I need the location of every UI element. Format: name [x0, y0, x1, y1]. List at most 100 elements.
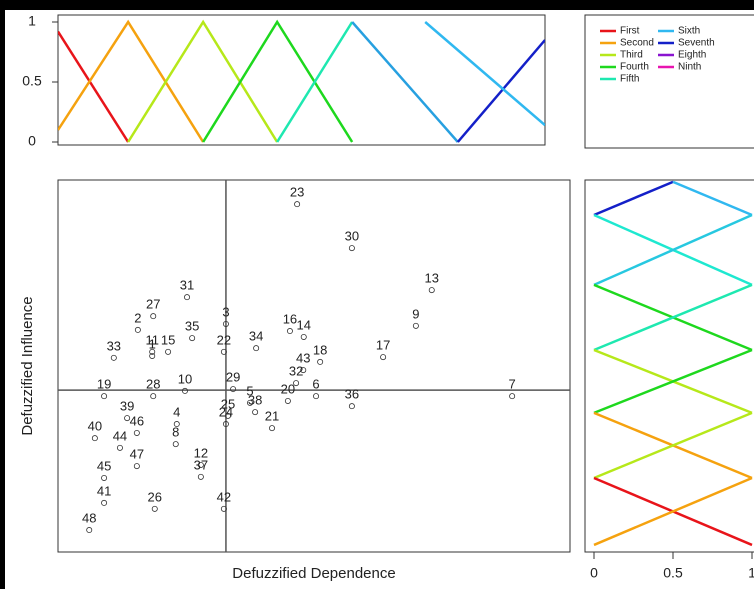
point-label: 44	[113, 428, 127, 443]
point-label: 45	[97, 458, 111, 473]
point	[124, 415, 131, 422]
plot-background	[5, 10, 754, 589]
point-label: 9	[412, 306, 419, 321]
point-label: 1	[149, 336, 156, 351]
membership-line	[672, 180, 753, 217]
point-label: 4	[173, 404, 180, 419]
membership-line	[58, 30, 130, 143]
membership-line	[593, 476, 753, 547]
point	[150, 393, 157, 400]
point-label: 7	[509, 377, 516, 392]
point-label: 43	[296, 351, 310, 366]
point-label: 29	[226, 370, 240, 385]
point-label: 23	[290, 185, 304, 200]
top-panel-frame	[57, 14, 546, 146]
x-tick-label: 0	[590, 565, 598, 581]
point-label: 12	[194, 445, 208, 460]
point-label: 13	[425, 271, 439, 286]
legend-label: First	[620, 26, 640, 37]
point-label: 16	[283, 311, 297, 326]
point-label: 24	[219, 404, 233, 419]
point-label: 27	[146, 297, 160, 312]
point-label: 21	[265, 409, 279, 424]
point-label: 28	[146, 377, 160, 392]
point-label: 11	[145, 332, 159, 347]
point	[412, 322, 419, 329]
point-label: 19	[97, 377, 111, 392]
legend-label: Ninth	[678, 62, 701, 73]
point	[149, 352, 156, 359]
point-label: 30	[345, 229, 359, 244]
point-label: 2	[134, 310, 141, 325]
point	[380, 354, 387, 361]
point	[101, 499, 108, 506]
x-axis-label: Defuzzified Dependence	[232, 565, 395, 582]
point	[181, 387, 188, 394]
point	[313, 393, 320, 400]
plot-area	[593, 180, 753, 547]
membership-line	[276, 21, 354, 143]
point	[116, 444, 123, 451]
legend-label: Fourth	[620, 62, 649, 73]
point-label: 40	[88, 419, 102, 434]
point-label: 35	[185, 319, 199, 334]
point-label: 46	[130, 413, 144, 428]
point	[91, 435, 98, 442]
point-label: 34	[249, 329, 263, 344]
point-label: 17	[376, 338, 390, 353]
point-label: 33	[107, 338, 121, 353]
point	[284, 397, 291, 404]
point-label: 25	[221, 396, 235, 411]
point-label: 48	[82, 510, 96, 525]
point	[220, 505, 227, 512]
point	[197, 473, 204, 480]
point	[86, 527, 93, 534]
point	[197, 461, 204, 468]
membership-line	[127, 19, 279, 143]
point	[224, 412, 231, 419]
membership-line	[424, 21, 545, 127]
point	[294, 201, 301, 208]
point	[149, 348, 156, 355]
point	[300, 367, 307, 374]
point-label: 47	[130, 447, 144, 462]
point-label: 37	[194, 457, 208, 472]
point-label: 36	[345, 387, 359, 402]
point-label: 8	[172, 425, 179, 440]
point-label: 26	[148, 489, 162, 504]
point	[134, 326, 141, 333]
point	[222, 320, 229, 327]
membership-line	[58, 19, 205, 143]
point	[509, 393, 516, 400]
point	[173, 421, 180, 428]
membership-line	[593, 180, 674, 217]
x-tick-label: 0.5	[663, 565, 683, 581]
point	[230, 386, 237, 393]
point	[172, 441, 179, 448]
point	[222, 421, 229, 428]
point	[252, 409, 259, 416]
point-label: 5	[246, 383, 253, 398]
legend-label: Second	[620, 38, 654, 49]
point-label: 10	[178, 371, 192, 386]
membership-line	[351, 21, 459, 143]
point-label: 39	[120, 399, 134, 414]
y-tick-label: 0.5	[22, 73, 42, 89]
point-label: 42	[217, 489, 231, 504]
legend-label: Third	[620, 50, 643, 61]
point-label: 20	[281, 381, 295, 396]
point	[220, 348, 227, 355]
point	[348, 403, 355, 410]
point	[348, 245, 355, 252]
membership-line	[593, 283, 753, 352]
legend-label: Eighth	[678, 50, 706, 61]
y-axis-label: Defuzzified Influence	[19, 296, 36, 435]
point-label: 38	[248, 393, 262, 408]
point	[269, 425, 276, 432]
legend-label: Sixth	[678, 26, 700, 37]
membership-line	[593, 411, 753, 480]
legend-frame	[584, 14, 754, 149]
point	[101, 393, 108, 400]
